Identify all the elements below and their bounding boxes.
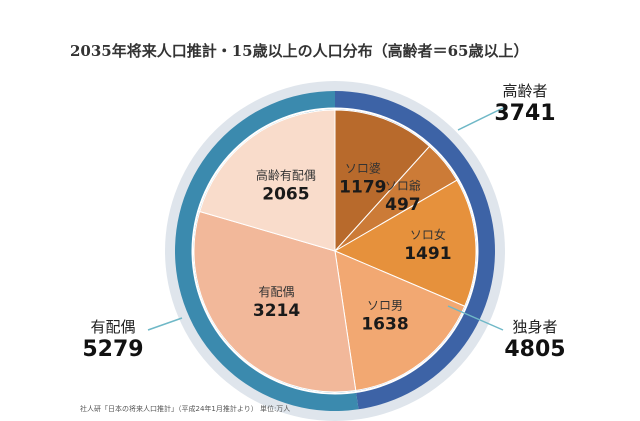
- outer-label-elderly: 高齢者 3741: [480, 80, 570, 126]
- slice-elder-married: [199, 109, 336, 252]
- outer-label-elderly-value: 3741: [494, 101, 556, 126]
- slice-solo-baba-value: 1179: [339, 178, 386, 198]
- slice-solo-jiji-name: ソロ爺: [385, 179, 421, 193]
- slice-solo-onna-value: 1491: [404, 244, 451, 264]
- slice-elder-married-value: 2065: [262, 185, 309, 205]
- slice-solo-otoko: [334, 250, 466, 392]
- outer-label-married-value: 5279: [82, 337, 144, 362]
- slice-solo-otoko-name: ソロ男: [367, 299, 403, 313]
- slice-solo-jiji-value: 497: [385, 195, 421, 215]
- slice-solo-onna: [333, 179, 477, 307]
- slice-married-name: 有配偶: [259, 285, 295, 299]
- leader-line-married: [147, 317, 183, 331]
- outer-label-single-value: 4805: [504, 337, 566, 362]
- ring-separator: [191, 107, 479, 395]
- outer-label-married: 有配偶 5279: [68, 316, 158, 362]
- outer-label-married-name: 有配偶: [90, 318, 136, 336]
- outer-label-elderly-name: 高齢者: [502, 82, 548, 100]
- leader-line-elderly: [457, 106, 506, 131]
- slice-married-value: 3214: [253, 301, 300, 321]
- outer-label-single: 独身者 4805: [490, 316, 580, 362]
- slice-solo-onna-name: ソロ女: [410, 227, 446, 242]
- chart-title: 2035年将来人口推計・15歳以上の人口分布（高齢者＝65歳以上）: [70, 42, 529, 60]
- slice-married: [193, 210, 357, 393]
- slice-solo-baba: [334, 109, 431, 253]
- slice-solo-baba-name: ソロ婆: [345, 162, 381, 176]
- slice-elder-married-name: 高齢有配偶: [256, 168, 316, 183]
- leader-line-single: [447, 305, 504, 331]
- slice-solo-otoko-value: 1638: [361, 315, 408, 335]
- ring-segment-single: [335, 91, 496, 410]
- source-note: 社人研「日本の将来人口推計」（平成24年1月推計より） 単位:万人: [80, 405, 291, 413]
- outer-label-single-name: 独身者: [512, 318, 558, 336]
